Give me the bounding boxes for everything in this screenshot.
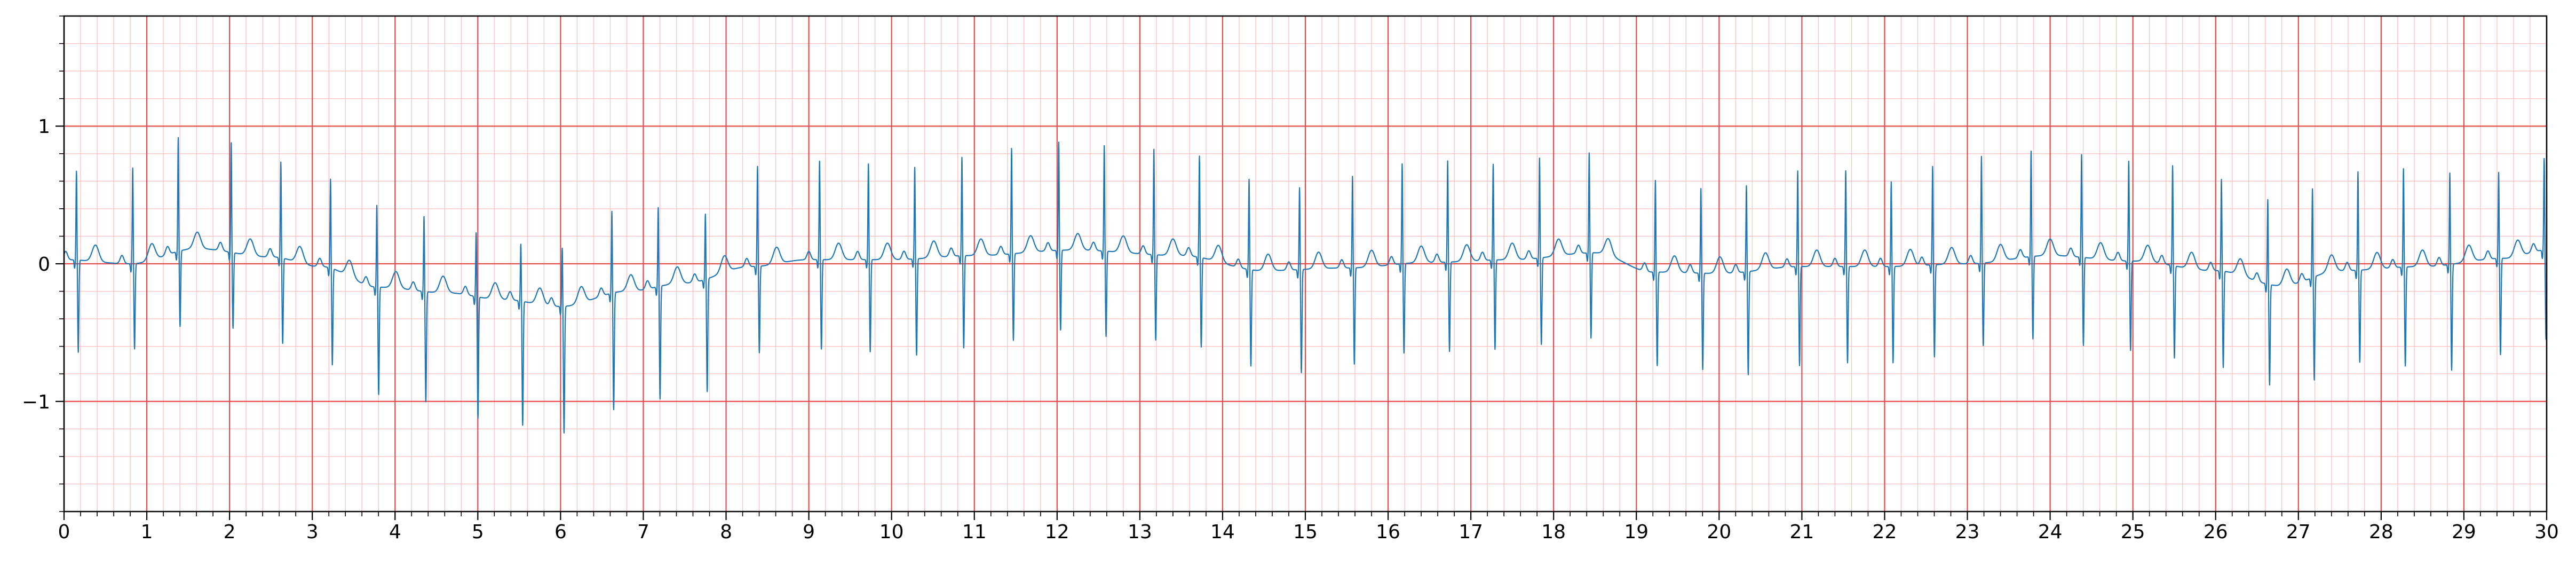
x-tick-label: 26 xyxy=(2204,521,2228,543)
x-tick-label: 7 xyxy=(637,521,649,543)
x-tick-label: 10 xyxy=(879,521,904,543)
x-tick-label: 3 xyxy=(306,521,319,543)
x-tick-label: 5 xyxy=(472,521,484,543)
x-tick-label: 8 xyxy=(720,521,732,543)
x-tick-label: 27 xyxy=(2286,521,2311,543)
x-tick-label: 13 xyxy=(1128,521,1152,543)
x-tick-label: 4 xyxy=(389,521,401,543)
x-tick-label: 17 xyxy=(1459,521,1483,543)
x-tick-label: 14 xyxy=(1210,521,1235,543)
ecg-trace-layer xyxy=(63,137,2548,434)
x-tick-label: 15 xyxy=(1293,521,1318,543)
x-tick-label: 1 xyxy=(141,521,153,543)
x-tick-label: 30 xyxy=(2534,521,2559,543)
x-tick-label: 2 xyxy=(224,521,236,543)
y-tick-label: −1 xyxy=(22,391,50,413)
x-tick-label: 18 xyxy=(1541,521,1566,543)
x-tick-label: 20 xyxy=(1707,521,1731,543)
x-tick-label: 12 xyxy=(1045,521,1069,543)
x-tick-label: 11 xyxy=(962,521,987,543)
x-tick-label: 22 xyxy=(1873,521,1897,543)
x-tick-label: 6 xyxy=(554,521,567,543)
x-tick-label: 0 xyxy=(58,521,70,543)
x-tick-label: 24 xyxy=(2038,521,2063,543)
x-tick-label: 16 xyxy=(1376,521,1400,543)
axes-layer: 0 1 2 3 4 5 6 7 8 9 10 11 12 13 14 15 16 17 18 19 20 21 22 23 24… xyxy=(22,15,2559,543)
y-tick-label: 0 xyxy=(38,254,50,276)
x-tick-label: 21 xyxy=(1789,521,1814,543)
ecg-trace-line xyxy=(63,137,2548,434)
y-tick-label: 1 xyxy=(38,116,50,138)
x-tick-label: 28 xyxy=(2369,521,2393,543)
x-tick-label: 19 xyxy=(1624,521,1648,543)
x-tick-label: 25 xyxy=(2121,521,2145,543)
x-tick-label: 29 xyxy=(2452,521,2476,543)
x-tick-label: 9 xyxy=(803,521,815,543)
x-tick-label: 23 xyxy=(1955,521,1980,543)
